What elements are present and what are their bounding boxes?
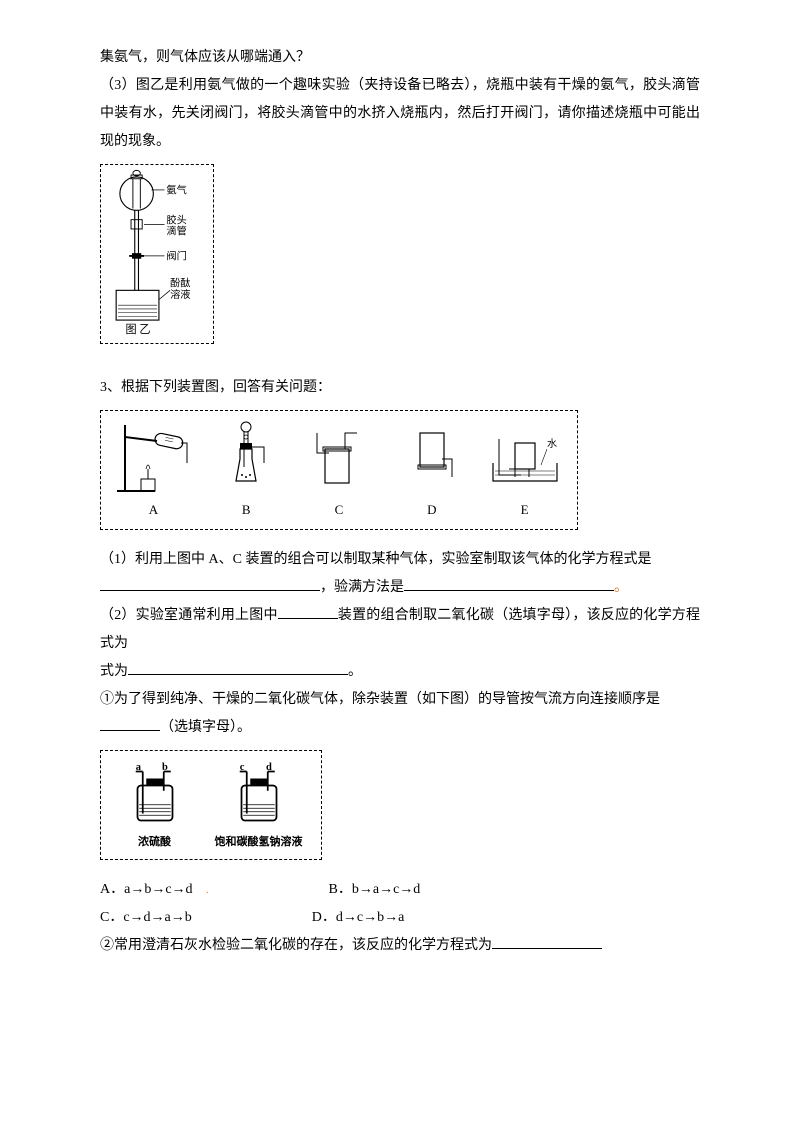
- blank-5: [100, 716, 160, 731]
- blank-2: [404, 576, 614, 591]
- q3-sub1-end: （选填字母）。: [160, 720, 251, 735]
- orange-period: 。: [614, 580, 628, 595]
- q3-1-line2: ，验满方法是 。: [100, 574, 700, 602]
- device-e: 水 E: [485, 419, 565, 523]
- option-b: B．b→a→c→d: [329, 876, 421, 904]
- device-d-label: D: [427, 497, 436, 523]
- blank-3: [278, 604, 338, 619]
- option-a: A．a→b→c→d .: [100, 876, 209, 904]
- blank-4: [128, 660, 348, 675]
- paragraph-q3-3: （3）图乙是利用氨气做的一个趣味实验（夹持设备已略去），烧瓶中装有干燥的氨气，胶…: [100, 72, 700, 156]
- svg-text:胶头: 胶头: [166, 213, 186, 226]
- q3-2: （2）实验室通常利用上图中装置的组合制取二氧化碳（选填字母），该反应的化学方程式…: [100, 602, 700, 658]
- svg-text:溶液: 溶液: [170, 288, 190, 301]
- q3-sub2-text: ②常用澄清石灰水检验二氧化碳的存在，该反应的化学方程式为: [100, 938, 492, 953]
- device-c-label: C: [335, 497, 344, 523]
- q3-sub1-line2: （选填字母）。: [100, 714, 700, 742]
- figure-yi-apparatus: 氨气 胶头 滴管 阀门 酚酞 溶液 图 乙: [100, 164, 214, 344]
- device-e-label: E: [521, 497, 529, 523]
- question-3-heading: 3、根据下列装置图，回答有关问题：: [100, 374, 700, 402]
- device-d: D: [392, 419, 472, 523]
- apparatus-svg: 氨气 胶头 滴管 阀门 酚酞 溶液 图 乙: [105, 169, 211, 341]
- figure-devices-abcde: A B: [100, 410, 578, 530]
- blank-1: [100, 576, 320, 591]
- wash-bottle-right-label: 饱和碳酸氢钠溶液: [215, 831, 303, 853]
- option-c: C．c→d→a→b: [100, 904, 192, 932]
- page: 集氨气，则气体应该从哪端通入？ （3）图乙是利用氨气做的一个趣味实验（夹持设备已…: [0, 0, 800, 1132]
- svg-text:氨气: 氨气: [166, 184, 186, 197]
- svg-text:阀门: 阀门: [166, 250, 186, 263]
- svg-text:水: 水: [547, 438, 557, 450]
- svg-text:图 乙: 图 乙: [125, 323, 150, 336]
- q3-1-pre: （1）利用上图中 A、C 装置的组合可以制取某种气体，实验室制取该气体的化学方程…: [100, 552, 651, 567]
- orange-dot: .: [196, 885, 209, 896]
- q3-sub1: ①为了得到纯净、干燥的二氧化碳气体，除杂装置（如下图）的导管按气流方向连接顺序是: [100, 686, 700, 714]
- q3-2-pre: （2）实验室通常利用上图中: [100, 608, 278, 623]
- wash-bottle-left-label: 浓硫酸: [138, 831, 171, 853]
- device-a-label: A: [149, 497, 158, 523]
- q3-2-line2: 式为。: [100, 658, 700, 686]
- wash-bottle-left: a b 浓硫酸: [120, 761, 190, 853]
- svg-text:滴管: 滴管: [166, 225, 186, 238]
- svg-text:酚酞: 酚酞: [170, 277, 190, 290]
- wash-bottle-right: c d 饱和碳酸氢钠溶液: [215, 761, 303, 853]
- options-row1: A．a→b→c→d . B．b→a→c→d: [100, 876, 700, 904]
- options-row2: C．c→d→a→b D．d→c→b→a: [100, 904, 700, 932]
- device-a: A: [113, 419, 193, 523]
- figure-wash-bottles: a b 浓硫酸 c: [100, 750, 322, 860]
- q3-sub2: ②常用澄清石灰水检验二氧化碳的存在，该反应的化学方程式为: [100, 932, 700, 960]
- device-c: C: [299, 419, 379, 523]
- q3-2-end: 。: [348, 664, 362, 679]
- q3-1: （1）利用上图中 A、C 装置的组合可以制取某种气体，实验室制取该气体的化学方程…: [100, 546, 700, 574]
- blank-6: [492, 934, 602, 949]
- paragraph-continued: 集氨气，则气体应该从哪端通入？: [100, 44, 700, 72]
- device-b: B: [206, 419, 286, 523]
- option-d: D．d→c→b→a: [312, 904, 405, 932]
- device-b-label: B: [242, 497, 251, 523]
- q3-1-mid: ，验满方法是: [320, 580, 404, 595]
